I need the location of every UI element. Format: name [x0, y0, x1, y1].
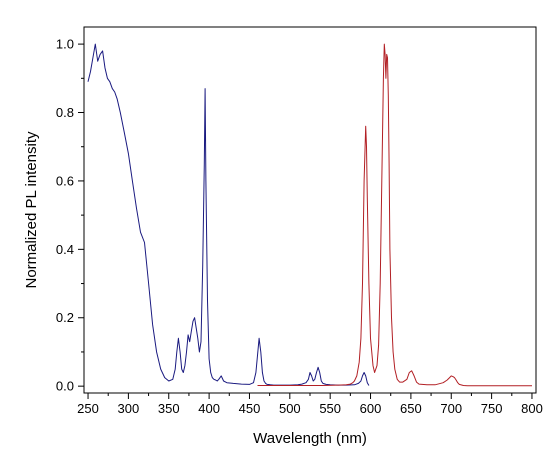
x-tick-label: 650 — [400, 401, 422, 416]
series-line-1 — [87, 43, 370, 386]
x-tick-label: 700 — [440, 401, 462, 416]
x-tick-label: 500 — [279, 401, 301, 416]
x-tick-label: 800 — [521, 401, 543, 416]
x-tick-label: 600 — [360, 401, 382, 416]
x-tick-label: 350 — [158, 401, 180, 416]
y-tick-label: 0.8 — [56, 105, 74, 120]
x-axis: 250 300 350 400 450 500 550 600 650 700 750 800 — [77, 393, 543, 416]
x-tick-label: 400 — [198, 401, 220, 416]
x-tick-label: 250 — [77, 401, 99, 416]
x-axis-title: Wavelength (nm) — [253, 430, 367, 447]
x-tick-label: 750 — [481, 401, 503, 416]
y-axis-title: Normalized PL intensity — [23, 131, 40, 289]
plot-series — [87, 43, 532, 387]
y-tick-label: 0.4 — [56, 242, 74, 257]
y-tick-label: 0.0 — [56, 379, 74, 394]
y-tick-label: 1.0 — [56, 37, 74, 52]
plot-frame — [83, 26, 537, 394]
x-tick-label: 300 — [118, 401, 140, 416]
y-tick-label: 0.2 — [56, 310, 74, 325]
y-axis: 0.0 0.2 0.4 0.6 0.8 1.0 — [56, 37, 84, 394]
series-line-2 — [257, 43, 532, 387]
x-tick-label: 450 — [239, 401, 261, 416]
y-tick-label: 0.6 — [56, 173, 74, 188]
x-tick-label: 550 — [319, 401, 341, 416]
